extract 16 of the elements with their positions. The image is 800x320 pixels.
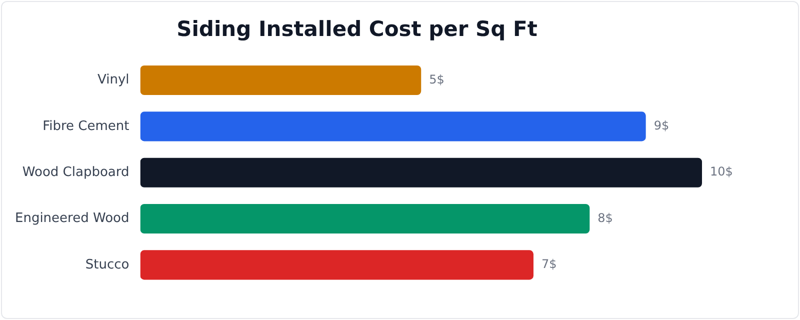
chart-title: Siding Installed Cost per Sq Ft	[176, 17, 538, 42]
y-tick-label: Engineered Wood	[14, 211, 130, 226]
bar	[140, 158, 702, 188]
data-label: 5$	[429, 72, 444, 86]
data-label: 7$	[541, 257, 557, 272]
y-tick-label: Vinyl	[97, 72, 130, 88]
bar	[140, 250, 534, 280]
bar	[140, 66, 422, 96]
y-tick-label: Fibre Cement	[42, 118, 130, 134]
y-tick-label: Stucco	[85, 257, 130, 272]
data-label: 10$	[710, 164, 733, 179]
data-label: 8$	[598, 210, 613, 225]
bar	[140, 204, 590, 234]
bar	[140, 112, 646, 142]
y-tick-label: Wood Clapboard	[22, 164, 130, 180]
data-label: 9$	[654, 118, 670, 133]
